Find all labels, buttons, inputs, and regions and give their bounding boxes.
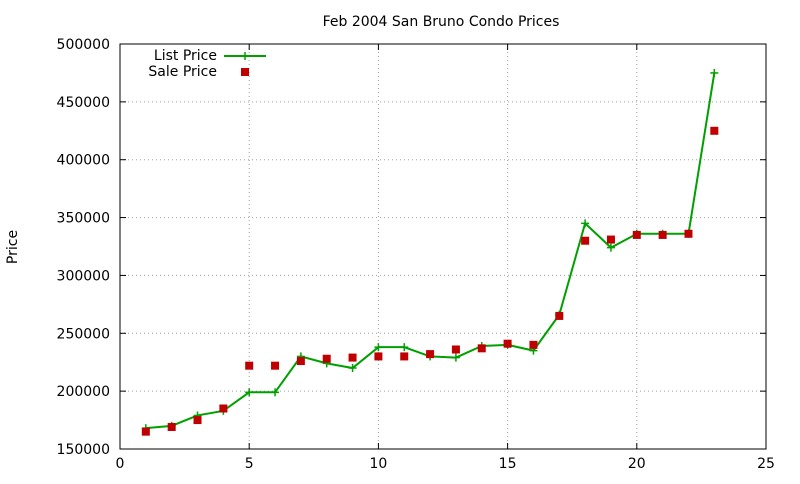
data-point-list-price (451, 353, 460, 362)
data-point-sale-price (710, 126, 719, 135)
legend-sample-marker-sale-price (241, 68, 249, 76)
y-tick-label: 350000 (57, 211, 110, 227)
series-sale-price (141, 126, 719, 436)
x-tick-label: 25 (757, 456, 775, 472)
data-point-list-price (581, 219, 590, 228)
plot-border (119, 43, 767, 450)
data-point-sale-price (400, 352, 409, 361)
y-axis-label: Price (5, 230, 21, 264)
x-tick-label: 5 (245, 456, 254, 472)
data-point-sale-price (348, 353, 357, 362)
data-point-sale-price (581, 236, 590, 245)
data-point-sale-price (219, 404, 228, 413)
legend-sample-marker-list-price (241, 52, 249, 60)
data-point-sale-price (245, 361, 254, 370)
x-tick-label: 15 (499, 456, 517, 472)
y-tick-label: 400000 (57, 153, 110, 169)
x-tick-label: 20 (628, 456, 646, 472)
data-point-sale-price (426, 350, 435, 359)
data-point-sale-price (529, 340, 538, 349)
legend: List Price Sale Price (148, 48, 266, 80)
data-series (141, 68, 719, 436)
data-point-sale-price (167, 423, 176, 432)
data-point-sale-price (477, 344, 486, 353)
data-point-sale-price (271, 361, 280, 370)
data-point-list-price (271, 388, 280, 397)
data-point-list-price (606, 243, 615, 252)
data-point-list-price (400, 343, 409, 352)
y-tick-label: 250000 (57, 326, 110, 342)
data-point-sale-price (141, 427, 150, 436)
data-point-list-price (348, 364, 357, 372)
y-tick-label: 450000 (57, 95, 110, 111)
x-tick-label: 10 (369, 456, 387, 472)
data-point-sale-price (632, 230, 641, 239)
data-point-sale-price (684, 229, 693, 238)
data-point-sale-price (451, 345, 460, 354)
y-tick-label: 200000 (57, 384, 110, 400)
y-tick-label: 150000 (57, 442, 110, 458)
plot-axes (119, 43, 767, 450)
data-point-sale-price (555, 311, 564, 320)
y-tick-label: 500000 (57, 37, 110, 53)
data-point-sale-price (296, 357, 305, 366)
data-point-sale-price (658, 230, 667, 239)
data-point-sale-price (606, 235, 615, 244)
data-point-list-price (245, 388, 254, 397)
tick-labels: 0 5 10 15 20 25 150000 200000 250000 300000 350000… (57, 37, 775, 472)
data-point-sale-price (322, 354, 331, 363)
y-tick-label: 300000 (57, 268, 110, 284)
data-point-sale-price (374, 352, 383, 361)
data-point-sale-price (503, 339, 512, 348)
data-point-list-price (710, 68, 719, 77)
x-tick-label: 0 (116, 456, 125, 472)
data-point-sale-price (193, 416, 202, 425)
chart-title: Feb 2004 San Bruno Condo Prices (323, 14, 560, 30)
legend-label-sale-price: Sale Price (148, 64, 217, 80)
data-point-list-price (374, 343, 383, 352)
legend-label-list-price: List Price (154, 48, 217, 64)
